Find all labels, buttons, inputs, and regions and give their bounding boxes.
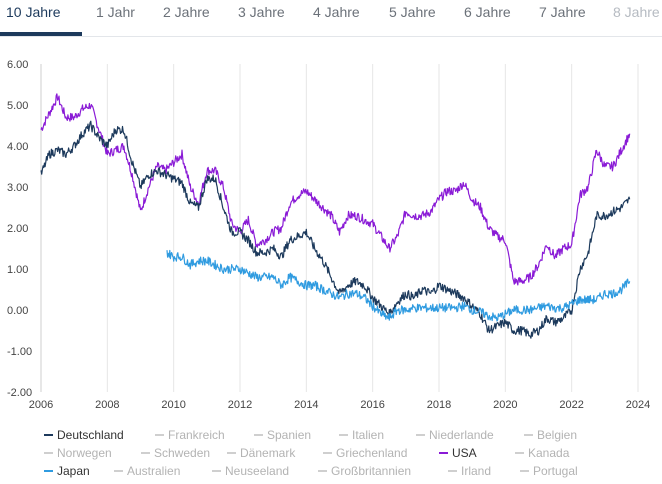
y-tick-label: 2.00 bbox=[7, 223, 28, 235]
x-tick-label: 2008 bbox=[95, 399, 119, 411]
legend-label: Japan bbox=[57, 464, 90, 478]
legend-swatch bbox=[44, 469, 53, 472]
legend-item-belgien[interactable]: Belgien bbox=[524, 428, 577, 442]
series-line-deutschland bbox=[40, 120, 631, 339]
x-tick-label: 2020 bbox=[493, 399, 517, 411]
y-tick-label: -2.00 bbox=[7, 387, 32, 399]
legend-swatch bbox=[520, 469, 529, 472]
legend-item-italien[interactable]: Italien bbox=[339, 428, 384, 442]
legend-label: Kanada bbox=[528, 446, 570, 460]
yield-chart: -2.00 -1.00 0.00 1.00 2.00 3.00 4.00 5.00 6.00 20… bbox=[7, 59, 650, 411]
legend-swatch bbox=[155, 433, 164, 436]
legend-label: Niederlande bbox=[429, 428, 494, 442]
y-tick-label: 3.00 bbox=[7, 182, 28, 194]
legend-label: Deutschland bbox=[57, 428, 124, 442]
y-tick-label: 6.00 bbox=[7, 59, 28, 71]
legend-swatch bbox=[448, 469, 457, 472]
tab-3-jahre[interactable]: 3 Jahre bbox=[238, 4, 285, 20]
legend-item-usa[interactable]: USA bbox=[439, 446, 477, 460]
legend-label: Neuseeland bbox=[225, 464, 290, 478]
tab-10-jahre[interactable]: 10 Jahre bbox=[6, 4, 61, 20]
tab-4-jahre[interactable]: 4 Jahre bbox=[313, 4, 360, 20]
x-tick-label: 2012 bbox=[228, 399, 252, 411]
legend-item-daenemark[interactable]: Dänemark bbox=[227, 446, 295, 460]
period-tabs: 10 Jahre 1 Jahr 2 Jahre 3 Jahre 4 Jahre … bbox=[0, 0, 662, 37]
active-tab-indicator bbox=[0, 32, 82, 36]
legend-item-schweden[interactable]: Schweden bbox=[141, 446, 210, 460]
y-tick-label: 0.00 bbox=[7, 305, 28, 317]
legend-item-spanien[interactable]: Spanien bbox=[254, 428, 311, 442]
legend-item-irland[interactable]: Irland bbox=[448, 464, 491, 478]
tab-6-jahre[interactable]: 6 Jahre bbox=[464, 4, 511, 20]
legend-item-niederlande[interactable]: Niederlande bbox=[416, 428, 494, 442]
legend-swatch bbox=[515, 451, 524, 454]
legend-label: Spanien bbox=[267, 428, 312, 442]
series-line-japan bbox=[166, 249, 631, 322]
legend-swatch bbox=[212, 469, 221, 472]
legend-swatch bbox=[141, 451, 150, 454]
legend-label: Schweden bbox=[154, 446, 211, 460]
tab-7-jahre[interactable]: 7 Jahre bbox=[539, 4, 586, 20]
legend-label: Belgien bbox=[537, 428, 578, 442]
x-tick-label: 2006 bbox=[29, 399, 53, 411]
x-tick-label: 2024 bbox=[626, 399, 650, 411]
legend-item-grossbritannien[interactable]: Großbritannien bbox=[318, 464, 411, 478]
x-tick-label: 2010 bbox=[161, 399, 185, 411]
chart-axes: -2.00 -1.00 0.00 1.00 2.00 3.00 4.00 5.00 6.00 20… bbox=[7, 59, 650, 411]
legend-swatch bbox=[44, 451, 53, 454]
chart-series bbox=[40, 93, 631, 339]
legend-item-kanada[interactable]: Kanada bbox=[515, 446, 569, 460]
legend-swatch bbox=[254, 433, 263, 436]
x-tick-label: 2016 bbox=[360, 399, 384, 411]
legend-label: Griechenland bbox=[336, 446, 408, 460]
y-tick-label: 1.00 bbox=[7, 264, 28, 276]
legend-label: USA bbox=[452, 446, 477, 460]
legend-item-griechenland[interactable]: Griechenland bbox=[323, 446, 407, 460]
series-line-usa bbox=[40, 93, 631, 286]
legend-swatch bbox=[227, 451, 236, 454]
legend-swatch bbox=[318, 469, 327, 472]
y-tick-label: 4.00 bbox=[7, 141, 28, 153]
legend-swatch bbox=[439, 451, 448, 454]
x-tick-label: 2022 bbox=[559, 399, 583, 411]
x-tick-label: 2014 bbox=[294, 399, 318, 411]
tab-1-jahr[interactable]: 1 Jahr bbox=[96, 4, 135, 20]
legend-item-norwegen[interactable]: Norwegen bbox=[44, 446, 112, 460]
tab-2-jahre[interactable]: 2 Jahre bbox=[163, 4, 210, 20]
y-tick-label: -1.00 bbox=[7, 346, 32, 358]
chart-grid bbox=[40, 64, 639, 392]
legend-item-portugal[interactable]: Portugal bbox=[520, 464, 578, 478]
legend-swatch bbox=[524, 433, 533, 436]
legend-item-deutschland[interactable]: Deutschland bbox=[44, 428, 124, 442]
tab-5-jahre[interactable]: 5 Jahre bbox=[389, 4, 436, 20]
legend-item-neuseeland[interactable]: Neuseeland bbox=[212, 464, 289, 478]
legend-swatch bbox=[323, 451, 332, 454]
legend-swatch bbox=[114, 469, 123, 472]
x-tick-label: 2018 bbox=[427, 399, 451, 411]
tab-8-jahre[interactable]: 8 Jahre bbox=[613, 4, 660, 20]
legend-label: Irland bbox=[461, 464, 492, 478]
legend-swatch bbox=[416, 433, 425, 436]
y-tick-label: 5.00 bbox=[7, 100, 28, 112]
legend-swatch bbox=[44, 433, 53, 436]
legend-label: Großbritannien bbox=[331, 464, 412, 478]
legend-label: Frankreich bbox=[168, 428, 225, 442]
legend-label: Norwegen bbox=[57, 446, 112, 460]
legend-item-japan[interactable]: Japan bbox=[44, 464, 90, 478]
legend-item-australien[interactable]: Australien bbox=[114, 464, 180, 478]
legend-label: Portugal bbox=[533, 464, 578, 478]
legend-label: Dänemark bbox=[240, 446, 296, 460]
legend-label: Italien bbox=[352, 428, 385, 442]
legend-swatch bbox=[339, 433, 348, 436]
legend-item-frankreich[interactable]: Frankreich bbox=[155, 428, 225, 442]
legend-label: Australien bbox=[127, 464, 181, 478]
